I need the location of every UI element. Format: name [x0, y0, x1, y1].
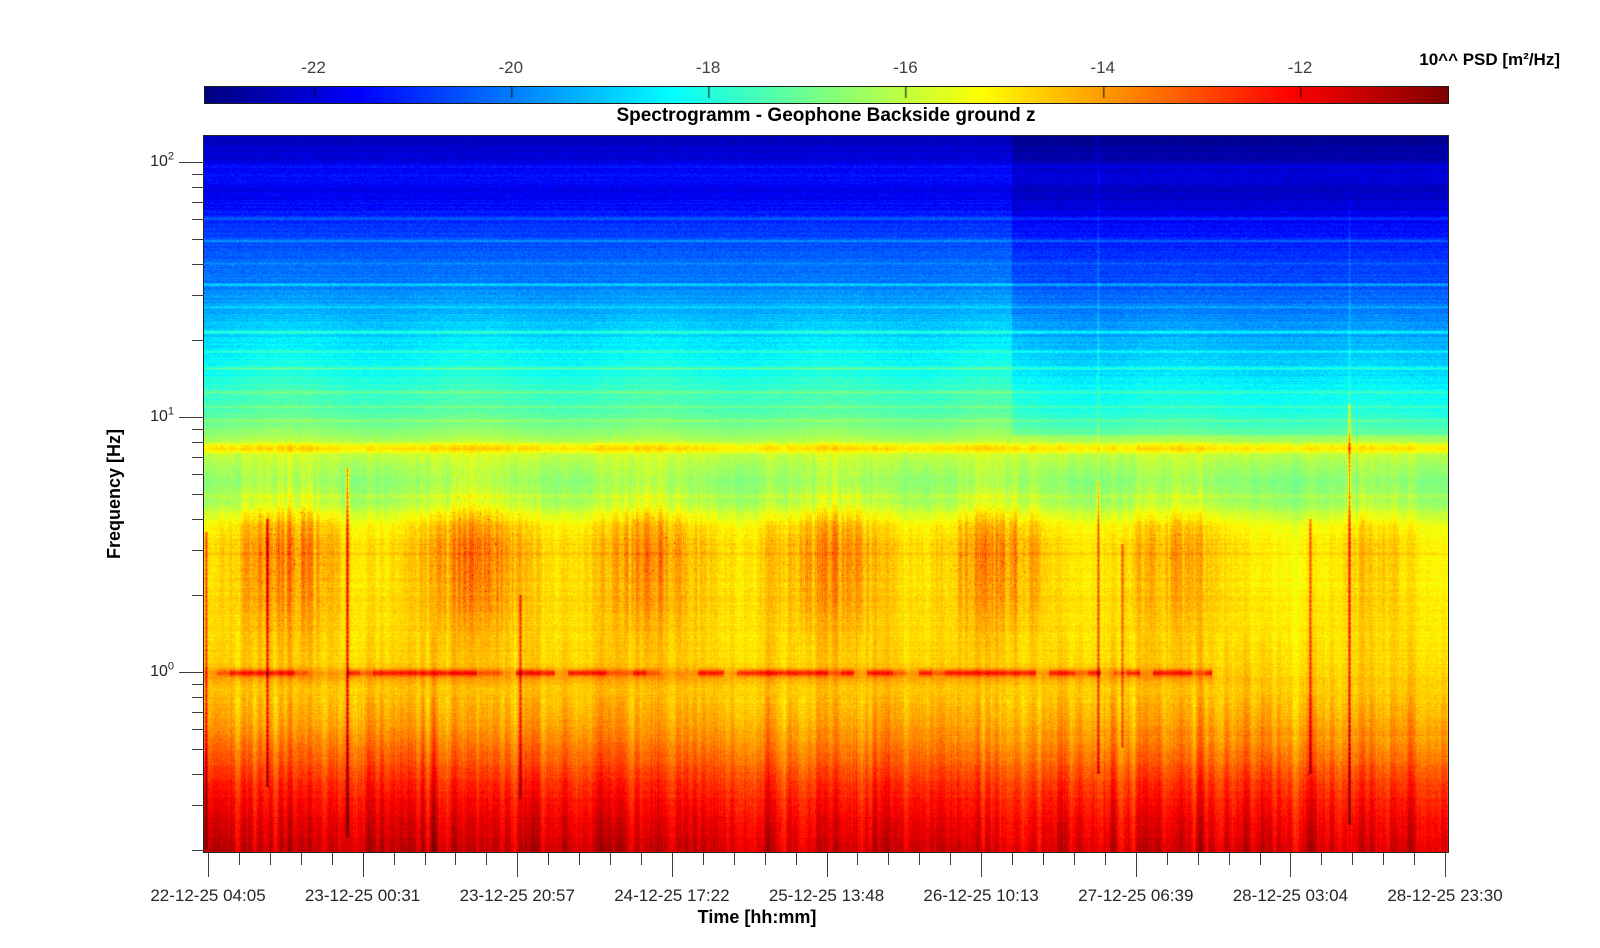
y-minor-tick	[192, 201, 204, 203]
x-minor-tick	[1104, 853, 1106, 865]
y-minor-tick	[192, 428, 204, 430]
y-major-tick	[179, 672, 204, 673]
colorbar-label: 10^^ PSD [m²/Hz]	[1419, 50, 1560, 69]
y-minor-tick	[192, 173, 204, 175]
x-major-tick	[1445, 853, 1446, 877]
x-tick-label: 28-12-25 03:04	[1232, 886, 1349, 905]
y-minor-tick	[192, 456, 204, 458]
x-tick-label: 28-12-25 23:30	[1387, 886, 1503, 905]
x-axis-label: Time [hh:mm]	[697, 907, 817, 927]
x-major-tick	[671, 853, 673, 877]
y-minor-tick	[192, 238, 204, 240]
x-minor-tick	[579, 853, 581, 865]
y-minor-tick	[192, 295, 204, 297]
y-minor-tick	[192, 711, 204, 713]
x-minor-tick	[888, 853, 890, 865]
x-tick-label: 25-12-25 13:48	[768, 886, 885, 905]
colorbar	[204, 86, 1449, 104]
y-minor-tick	[192, 696, 204, 698]
x-minor-tick	[1352, 853, 1354, 865]
y-major-tick	[179, 162, 204, 163]
y-minor-tick	[192, 773, 204, 775]
x-tick-label: 22-12-25 04:05	[150, 886, 266, 905]
x-major-tick	[826, 853, 828, 877]
x-major-tick	[1135, 853, 1137, 877]
y-minor-tick	[192, 473, 204, 475]
x-minor-tick	[424, 853, 426, 865]
y-minor-tick	[192, 805, 204, 807]
x-minor-tick	[455, 853, 457, 865]
y-minor-tick	[192, 441, 204, 443]
x-minor-tick	[610, 853, 611, 865]
x-minor-tick	[1228, 853, 1230, 865]
chart-title: Spectrogramm - Geophone Backside ground …	[616, 105, 1036, 126]
colorbar-tick-label: -22	[301, 58, 326, 77]
x-minor-tick	[238, 853, 240, 865]
y-minor-tick	[192, 595, 204, 597]
x-minor-tick	[795, 853, 797, 865]
x-minor-tick	[764, 853, 766, 865]
colorbar-tick-label: -12	[1287, 58, 1313, 77]
x-minor-tick	[1012, 853, 1013, 865]
y-minor-tick	[192, 218, 204, 220]
x-minor-tick	[1043, 853, 1044, 865]
y-minor-tick	[192, 493, 204, 495]
y-tick-label: 102	[150, 150, 174, 170]
x-minor-tick	[733, 853, 735, 865]
x-major-tick	[362, 853, 364, 877]
y-minor-tick	[192, 850, 204, 852]
x-minor-tick	[1414, 853, 1416, 865]
x-minor-tick	[393, 853, 395, 865]
spectrogram-heatmap	[204, 136, 1448, 852]
x-tick-label: 23-12-25 00:31	[304, 886, 421, 905]
y-minor-tick	[192, 683, 204, 685]
y-axis-label: Frequency [Hz]	[104, 428, 124, 560]
colorbar-tick-label: -16	[893, 58, 918, 77]
x-minor-tick	[486, 853, 488, 865]
y-minor-tick	[192, 518, 204, 520]
x-minor-tick	[1166, 853, 1168, 865]
x-minor-tick	[548, 853, 550, 865]
x-tick-label: 26-12-25 10:13	[923, 886, 1039, 905]
y-minor-tick	[192, 550, 204, 552]
x-minor-tick	[702, 853, 704, 865]
x-minor-tick	[331, 853, 333, 865]
x-minor-tick	[1073, 853, 1075, 865]
colorbar-tick-label: -18	[695, 58, 721, 77]
x-minor-tick	[300, 853, 302, 865]
y-minor-tick	[192, 263, 204, 265]
x-minor-tick	[857, 853, 859, 865]
y-tick-label: 100	[150, 660, 174, 680]
x-major-tick	[1290, 853, 1292, 877]
y-tick-label: 101	[150, 405, 174, 425]
y-minor-tick	[192, 186, 204, 188]
x-minor-tick	[919, 853, 921, 865]
x-minor-tick	[1383, 853, 1385, 865]
y-major-tick	[179, 417, 204, 418]
x-minor-tick	[269, 853, 271, 865]
y-minor-tick	[192, 340, 204, 342]
x-major-tick	[981, 853, 983, 877]
x-tick-label: 24-12-25 17:22	[614, 886, 730, 905]
x-tick-label: 27-12-25 06:39	[1078, 886, 1194, 905]
x-tick-label: 23-12-25 20:57	[459, 886, 575, 905]
colorbar-tick-label: -20	[498, 58, 524, 77]
plot-area	[204, 136, 1448, 852]
y-minor-tick	[192, 748, 204, 750]
y-minor-tick	[192, 728, 204, 730]
x-minor-tick	[1321, 853, 1323, 865]
colorbar-gradient	[205, 87, 1448, 103]
x-minor-tick	[1197, 853, 1199, 865]
x-minor-tick	[1259, 853, 1261, 865]
colorbar-tick-label: -14	[1090, 58, 1115, 77]
x-minor-tick	[950, 853, 952, 865]
x-minor-tick	[641, 853, 642, 865]
x-major-tick	[517, 853, 519, 877]
x-major-tick	[208, 853, 209, 877]
